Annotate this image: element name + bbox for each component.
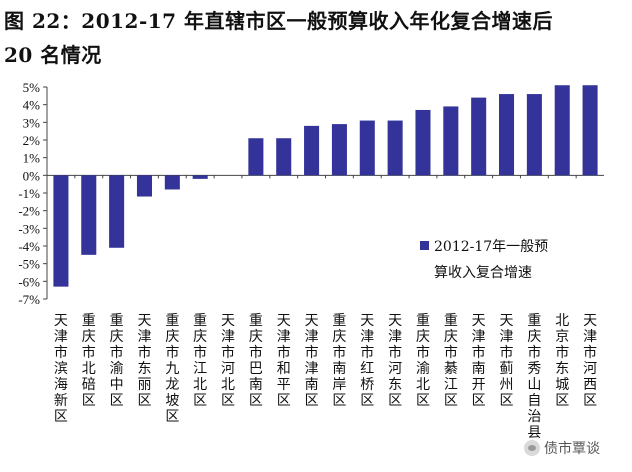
y-tick-label: 1% (23, 151, 41, 166)
bar (248, 138, 264, 176)
x-tick-label: 天津市蓟州区 (500, 313, 514, 409)
legend-label-line-2: 算收入复合增速 (434, 264, 532, 281)
y-tick-label: -3% (18, 221, 40, 236)
x-tick-label: 重庆市秀山自治县 (527, 313, 541, 441)
x-tick-label: 天津市津南区 (305, 313, 319, 409)
bar (582, 85, 598, 176)
chart-title-line-2: 20 名情况 (4, 43, 102, 67)
bar (526, 94, 542, 176)
x-tick-label: 天津市南开区 (472, 313, 486, 409)
y-tick-label: 3% (23, 115, 41, 130)
x-tick-label: 重庆市巴南区 (249, 313, 263, 409)
x-tick-label: 天津市河东区 (388, 313, 402, 409)
y-tick-label: 5% (23, 80, 41, 95)
y-tick-label: -7% (18, 292, 40, 307)
bar (499, 94, 515, 176)
chart-title-line-1: 图 22：2012-17 年直辖市区一般预算收入年化复合增速后 (4, 9, 554, 33)
bar (81, 175, 97, 255)
y-tick-label: 2% (23, 133, 41, 148)
bar (331, 124, 347, 176)
bar (443, 106, 459, 176)
x-tick-label: 天津市河北区 (221, 313, 235, 409)
bar (164, 175, 180, 190)
bar (415, 109, 431, 176)
y-tick-label: -4% (18, 239, 40, 254)
legend-label-line-1: 2012-17年一般预 (434, 239, 548, 255)
bar (276, 138, 292, 176)
y-tick-label: -6% (18, 274, 40, 289)
y-tick-label: 0% (23, 168, 41, 183)
watermark-text: 债市覃谈 (544, 441, 600, 457)
x-tick-label: 重庆市北碚区 (82, 313, 96, 409)
y-tick-label: -5% (18, 257, 40, 272)
bar (109, 175, 125, 248)
x-tick-label: 天津市东丽区 (137, 313, 151, 409)
x-tick-label: 重庆市九龙坡区 (165, 313, 179, 425)
x-tick-label: 重庆市南岸区 (332, 313, 346, 409)
x-axis-labels: 天津市滨海新区重庆市北碚区重庆市渝中区天津市东丽区重庆市九龙坡区重庆市江北区天津… (54, 313, 597, 441)
bar (53, 175, 69, 287)
chart-title-block: 图 22：2012-17 年直辖市区一般预算收入年化复合增速后 20 名情况 (4, 4, 628, 72)
x-tick-label: 天津市河西区 (583, 313, 597, 409)
x-tick-label: 北京市东城区 (555, 313, 569, 409)
bars (53, 85, 598, 287)
x-tick-label: 重庆市渝中区 (110, 313, 124, 409)
y-axis: 5% 4% 3% 2% 1% 0% -1% -2% -3% -4% -5% -6% -7% (18, 80, 604, 307)
bar (387, 120, 403, 176)
x-tick-label: 重庆市綦江区 (444, 313, 458, 409)
x-tick-label: 重庆市江北区 (193, 313, 207, 409)
legend: 2012-17年一般预 算收入复合增速 (420, 239, 548, 281)
y-tick-label: 4% (23, 98, 41, 113)
y-tick-label: -2% (18, 204, 40, 219)
y-tick-label: -1% (18, 186, 40, 201)
x-tick-label: 天津市滨海新区 (54, 313, 68, 425)
wechat-icon (524, 440, 540, 456)
bar (471, 97, 487, 176)
watermark: 债市覃谈 (524, 438, 600, 458)
x-tick-label: 天津市红桥区 (360, 313, 374, 409)
x-tick-label: 重庆市渝北区 (416, 313, 430, 409)
bar (136, 175, 152, 197)
bar (359, 120, 375, 176)
x-tick-label: 天津市和平区 (277, 313, 291, 409)
bar (554, 85, 570, 176)
bar (192, 175, 208, 179)
bar (304, 125, 320, 176)
legend-swatch (420, 241, 429, 250)
